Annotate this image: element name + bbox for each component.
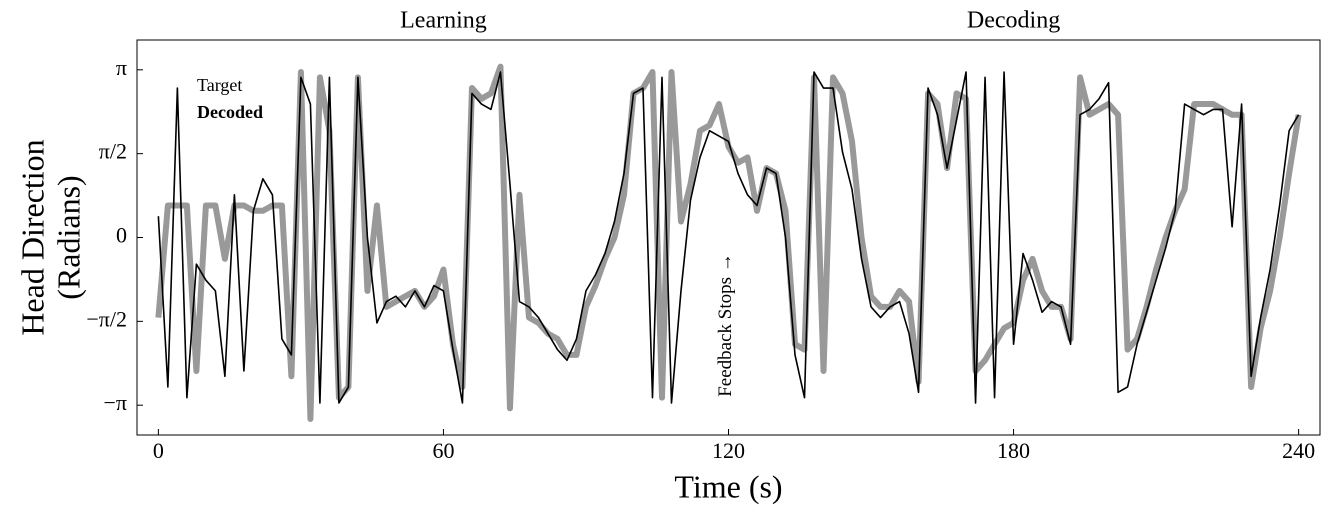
legend-label: Target [197,75,242,95]
y-tick-label: −π/2 [86,306,127,331]
y-tick-label: −π [103,390,127,415]
x-tick-label: 120 [712,438,745,463]
x-tick-label: 60 [432,438,454,463]
y-axis-label: (Radians) [50,175,86,299]
x-tick-label: 0 [153,438,164,463]
x-tick-label: 240 [1282,438,1315,463]
y-tick-label: π/2 [99,139,127,164]
y-axis-label: Head Direction [14,139,50,335]
data-line [157,71,1300,404]
x-axis-label: Time (s) [674,468,782,504]
y-tick-label: 0 [116,223,127,248]
annotation: Decoding [967,8,1060,34]
annotation: Learning [400,8,487,34]
y-tick-label: π [116,55,127,80]
annotation: Feedback Stops → [715,253,736,397]
legend-label: Decoded [197,102,263,122]
x-tick-label: 180 [997,438,1030,463]
